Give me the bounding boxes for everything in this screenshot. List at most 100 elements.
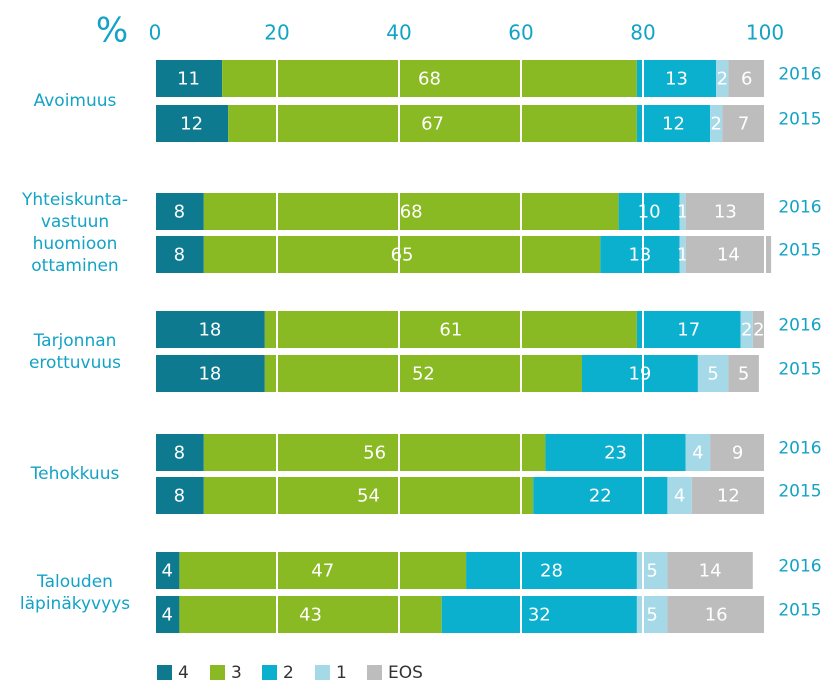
year-label: 2016 [778,439,821,459]
legend-label: 1 [336,663,347,683]
legend-swatch [367,665,382,680]
bar-segment [155,477,204,514]
bar-segment [685,236,772,273]
legend-label: 2 [283,663,294,683]
bar-segment [155,105,229,142]
bar-segment [203,477,534,514]
bar-segment [636,596,668,633]
segment-label: 22 [589,486,612,507]
segment-label: 14 [699,561,722,582]
year-label: 2015 [778,601,821,621]
segment-label: 2 [753,320,764,341]
bar-segment [179,596,442,633]
segment-label: 8 [174,443,185,464]
segment-label: 19 [628,364,651,385]
segment-label: 65 [391,245,414,266]
year-label: 2016 [778,198,821,218]
group-label: Talouden [36,572,113,592]
bar-segment [203,434,546,471]
group-label: huomioon [33,234,118,254]
group-label: läpinäkyvyys [20,594,130,614]
segment-label: 43 [299,605,322,626]
segment-label: 4 [161,561,172,582]
bar-segment [636,105,711,142]
bar-segment [740,311,753,348]
bar-segment [222,60,637,97]
segment-label: 5 [707,364,718,385]
bar-segment [667,477,692,514]
bar-segment [716,60,729,97]
segment-label: 2 [741,320,752,341]
bar-segment [667,552,753,589]
unit-label: % [96,11,128,51]
bar-segment [667,596,765,633]
year-label: 2015 [778,241,821,261]
group-label: Yhteiskunta- [21,190,128,210]
bar-segment [264,355,582,392]
legend-label: 3 [231,663,242,683]
segment-label: 12 [662,114,685,135]
x-tick-label: 0 [149,21,162,45]
bar-segment [533,477,668,514]
segment-label: 32 [528,605,551,626]
legend-swatch [262,665,277,680]
segment-label: 12 [717,486,740,507]
segment-label: 4 [161,605,172,626]
legend-swatch [157,665,172,680]
segment-label: 7 [738,114,749,135]
segment-label: 10 [638,202,661,223]
segment-label: 1 [677,202,688,223]
bar-segment [155,434,204,471]
legend-label: EOS [388,663,423,683]
bar-segment [636,552,668,589]
segment-label: 56 [363,443,386,464]
bar-segment [203,236,601,273]
bar-segment [155,552,180,589]
segment-label: 16 [705,605,728,626]
segment-label: 18 [198,364,221,385]
legend-label: 4 [178,663,189,683]
segment-label: 4 [674,486,685,507]
bar-segment [679,193,686,230]
bar-segment [691,477,765,514]
bar-segment [155,236,204,273]
bar-segment [228,105,637,142]
x-tick-label: 60 [508,21,533,45]
segment-label: 5 [646,561,657,582]
segment-label: 13 [665,69,688,90]
bar-segment [636,60,717,97]
segment-label: 68 [418,69,441,90]
segment-label: 4 [692,443,703,464]
segment-label: 8 [174,486,185,507]
bar-segment [264,311,637,348]
bar-segment [545,434,686,471]
bar-segment [582,355,698,392]
segment-label: 23 [604,443,627,464]
bar-segment [636,311,741,348]
group-label: erottuvuus [29,353,121,373]
bar-segment [752,311,765,348]
bar-segment [155,355,265,392]
bar-segment [685,193,765,230]
year-label: 2015 [778,360,821,380]
segment-label: 17 [677,320,700,341]
segment-label: 13 [714,202,737,223]
x-tick-label: 20 [264,21,289,45]
bar-segment [710,434,765,471]
bar-segment [697,355,729,392]
group-label: Tarjonnan [33,331,117,351]
year-label: 2016 [778,557,821,577]
group-label: Avoimuus [34,91,117,111]
year-label: 2016 [778,316,821,336]
segment-label: 5 [646,605,657,626]
segment-label: 6 [741,69,752,90]
bar-segment [441,596,637,633]
bar-segment [679,236,686,273]
bar-segment [722,105,765,142]
group-label: Tehokkuus [30,464,120,484]
segment-label: 1 [677,245,688,266]
bar-segment [728,355,759,392]
segment-label: 2 [717,69,728,90]
legend-swatch [210,665,225,680]
bar-segment [710,105,723,142]
